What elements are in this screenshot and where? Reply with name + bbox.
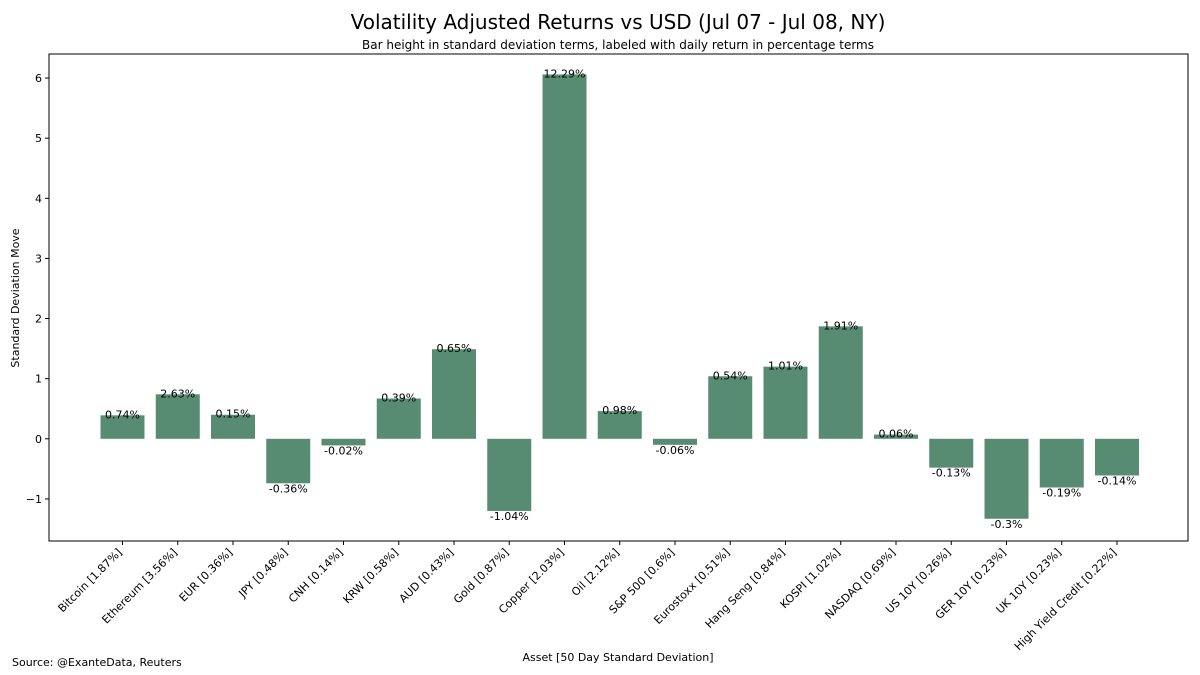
bar-value-label: -1.04% [490, 510, 529, 523]
x-tick-label: KRW [0.58%] [341, 546, 401, 606]
bar-value-label: -0.19% [1042, 486, 1081, 499]
chart-subtitle: Bar height in standard deviation terms, … [362, 38, 874, 52]
bars-group: 0.74% 2.63% 0.15% -0.36% -0.02% 0.39% 0.65% -1.… [100, 67, 1139, 531]
x-axis-label: Asset [50 Day Standard Deviation] [522, 651, 713, 664]
y-tick-label: 2 [35, 313, 42, 326]
bar [597, 411, 642, 439]
bar [1039, 438, 1084, 488]
bar-value-label: 12.29% [544, 67, 586, 80]
bar-value-label: -0.36% [269, 482, 308, 495]
bar [818, 326, 863, 439]
bar-value-label: 2.63% [160, 387, 195, 400]
bar-value-label: 0.15% [216, 408, 251, 421]
bar [100, 415, 145, 439]
bar [763, 366, 808, 439]
x-tick-label: Gold [0.87%] [451, 546, 511, 606]
y-tick-label: 0 [35, 433, 42, 446]
bar [211, 414, 255, 439]
bar [487, 438, 532, 511]
x-axis: Bitcoin [1.87%]Ethereum [3.56%]EUR [0.36… [56, 541, 1119, 653]
bar-value-label: -0.13% [932, 467, 971, 480]
x-tick-label: AUD [0.43%] [397, 546, 456, 605]
bar-value-label: -0.14% [1098, 474, 1137, 487]
bar-value-label: 1.01% [768, 360, 803, 373]
bar [929, 438, 974, 468]
y-tick-label: −1 [26, 493, 42, 506]
bar [542, 74, 587, 439]
bar [874, 434, 918, 439]
x-tick-label: Oil [2.12%] [569, 546, 622, 599]
x-tick-label: High Yield Credit [0.22%] [1012, 546, 1119, 653]
chart-title: Volatility Adjusted Returns vs USD (Jul … [351, 10, 886, 34]
x-tick-label: EUR [0.36%] [177, 546, 235, 604]
bar-value-label: 0.65% [437, 342, 472, 355]
bar-value-label: -0.3% [991, 518, 1023, 531]
bar-value-label: 0.39% [381, 392, 416, 405]
y-tick-label: 5 [35, 132, 42, 145]
y-axis-label: Standard Deviation Move [9, 228, 22, 367]
bar-value-label: -0.06% [656, 444, 695, 457]
bar-value-label: -0.02% [324, 444, 363, 457]
bar-value-label: 0.98% [602, 404, 637, 417]
bar-value-label: 0.74% [105, 408, 140, 421]
bar [708, 376, 753, 439]
bar [266, 438, 311, 484]
y-tick-label: 6 [35, 72, 42, 85]
source-note: Source: @ExanteData, Reuters [12, 656, 182, 669]
bar [376, 398, 421, 439]
y-tick-label: 3 [35, 252, 42, 265]
bar [984, 438, 1029, 519]
y-tick-label: 1 [35, 373, 42, 386]
x-tick-label: JPY [0.48%] [236, 546, 291, 601]
y-axis: −1 0 1 2 3 4 5 6 [26, 72, 49, 506]
bar [155, 394, 200, 439]
bar-value-label: 0.54% [713, 369, 748, 382]
bar-value-label: 1.91% [823, 319, 858, 332]
bar [321, 438, 366, 446]
bar [653, 438, 697, 445]
y-tick-label: 4 [35, 192, 42, 205]
plot-frame [48, 53, 1189, 542]
bar [1095, 438, 1139, 476]
x-tick-label: CNH [0.14%] [286, 546, 346, 606]
bar-value-label: 0.06% [879, 428, 914, 441]
bar [432, 349, 476, 439]
